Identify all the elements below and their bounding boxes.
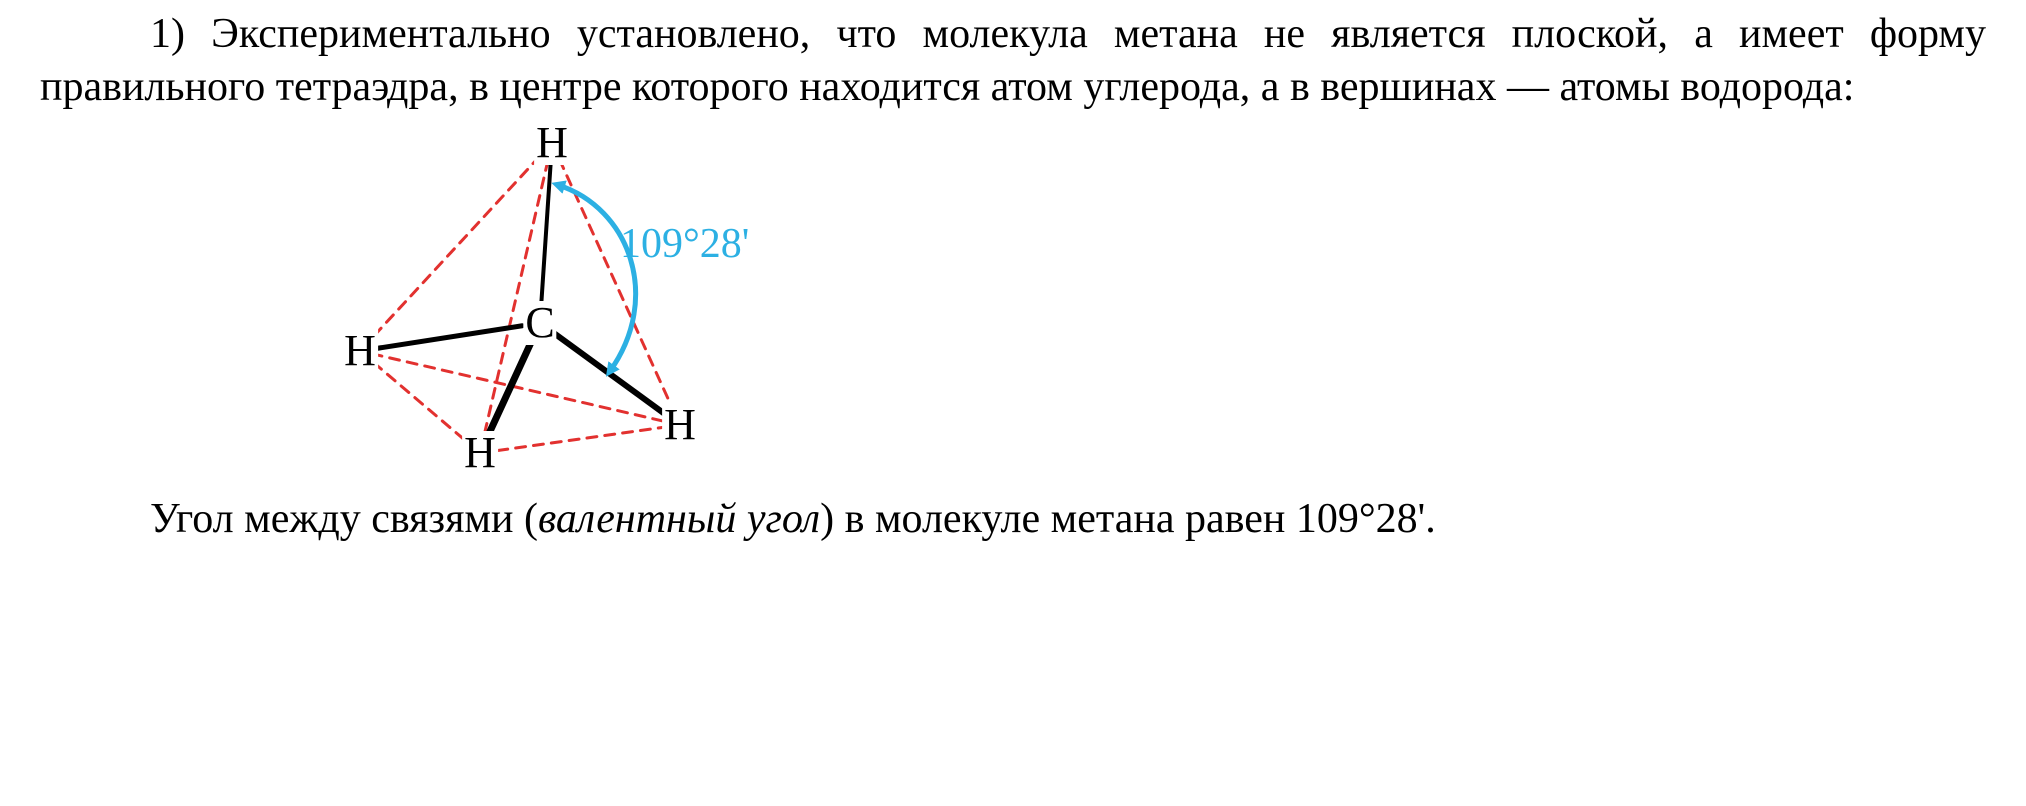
para1-text: Экспериментально установлено, что молеку… bbox=[40, 11, 1986, 110]
diagram-container: C H H H H 109°28' bbox=[40, 113, 1986, 493]
hydrogen-atom-label: H bbox=[342, 329, 378, 373]
para2-pre: Угол между связями ( bbox=[150, 496, 538, 542]
hydrogen-atom-label: H bbox=[662, 403, 698, 447]
para2-italic: валентный угол bbox=[538, 496, 820, 542]
carbon-atom-label: C bbox=[523, 301, 556, 345]
hydrogen-atom-label: H bbox=[462, 431, 498, 475]
methane-tetrahedron-diagram: C H H H H 109°28' bbox=[290, 113, 810, 493]
paragraph-1: 1) Экспериментально установлено, что мол… bbox=[40, 0, 1986, 113]
hydrogen-atom-label: H bbox=[534, 121, 570, 165]
paragraph-2: Угол между связями (валентный угол) в мо… bbox=[40, 493, 1986, 546]
bond-angle-label: 109°28' bbox=[620, 223, 749, 265]
para2-post: ) в молекуле метана равен 109°28'. bbox=[820, 496, 1436, 542]
para1-number: 1) bbox=[150, 11, 185, 57]
